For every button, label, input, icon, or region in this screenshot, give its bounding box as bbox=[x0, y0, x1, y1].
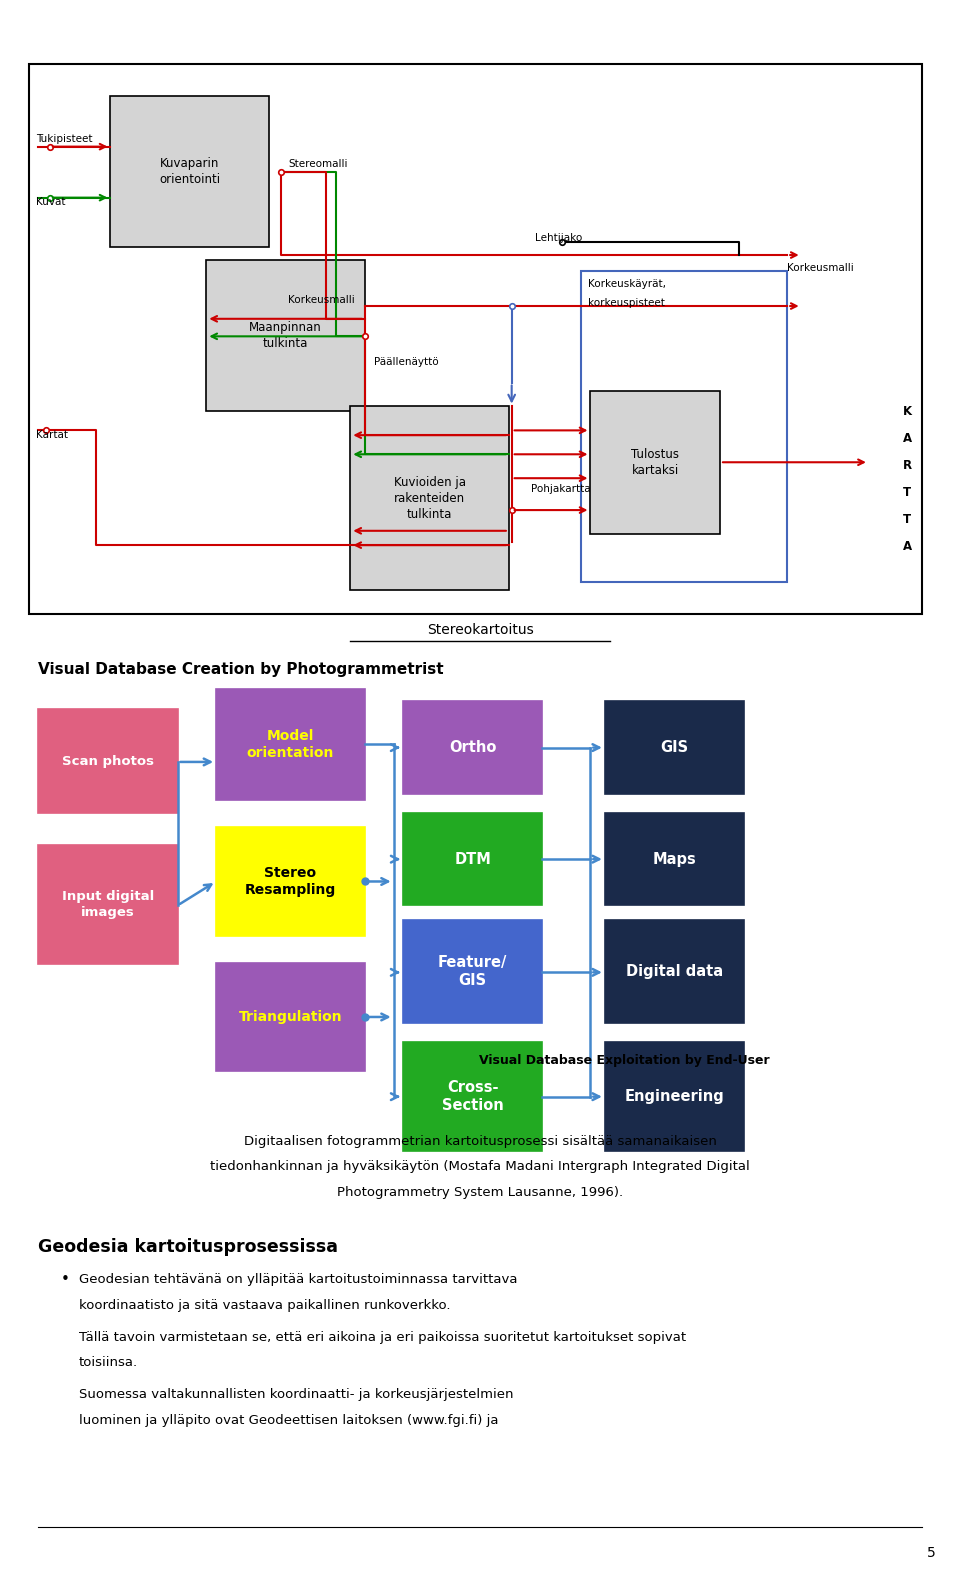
Bar bbox=[216, 827, 365, 936]
Text: Kartat: Kartat bbox=[36, 430, 68, 440]
Text: K: K bbox=[902, 405, 912, 418]
Bar bbox=[605, 813, 744, 905]
Text: T: T bbox=[903, 486, 911, 499]
Text: Feature/
GIS: Feature/ GIS bbox=[438, 955, 508, 988]
Text: Geodesian tehtävänä on ylläpitää kartoitustoiminnassa tarvittava: Geodesian tehtävänä on ylläpitää kartoit… bbox=[79, 1274, 517, 1286]
Text: Model
orientation: Model orientation bbox=[247, 728, 334, 760]
Text: Digitaalisen fotogrammetrian kartoitusprosessi sisältää samanaikaisen: Digitaalisen fotogrammetrian kartoituspr… bbox=[244, 1135, 716, 1148]
Text: Korkeusmalli: Korkeusmalli bbox=[787, 263, 854, 273]
Text: Korkeuskäyrät,: Korkeuskäyrät, bbox=[588, 279, 665, 289]
Text: Suomessa valtakunnallisten koordinaatti- ja korkeusjärjestelmien: Suomessa valtakunnallisten koordinaatti-… bbox=[79, 1388, 514, 1401]
Bar bbox=[403, 920, 542, 1023]
Bar bbox=[38, 845, 178, 964]
Text: •: • bbox=[60, 1272, 69, 1288]
Text: A: A bbox=[902, 432, 912, 445]
Bar bbox=[350, 406, 509, 590]
Text: Engineering: Engineering bbox=[625, 1089, 724, 1105]
Text: Kuvioiden ja
rakenteiden
tulkinta: Kuvioiden ja rakenteiden tulkinta bbox=[394, 475, 466, 521]
Text: Maanpinnan
tulkinta: Maanpinnan tulkinta bbox=[250, 320, 322, 351]
Text: luominen ja ylläpito ovat Geodeettisen laitoksen (www.fgi.fi) ja: luominen ja ylläpito ovat Geodeettisen l… bbox=[79, 1414, 498, 1427]
Bar bbox=[110, 96, 269, 247]
Text: Geodesia kartoitusprosessissa: Geodesia kartoitusprosessissa bbox=[38, 1237, 338, 1256]
Bar bbox=[403, 813, 542, 905]
Bar bbox=[605, 701, 744, 794]
Bar bbox=[590, 391, 720, 534]
Text: Stereomalli: Stereomalli bbox=[288, 159, 348, 169]
Bar bbox=[216, 689, 365, 800]
Text: koordinaatisto ja sitä vastaava paikallinen runkoverkko.: koordinaatisto ja sitä vastaava paikalli… bbox=[79, 1299, 450, 1312]
Bar bbox=[581, 271, 787, 582]
Text: 5: 5 bbox=[926, 1546, 936, 1559]
Text: T: T bbox=[903, 513, 911, 526]
Bar bbox=[605, 1042, 744, 1151]
Text: Päällenäyttö: Päällenäyttö bbox=[374, 357, 439, 367]
Text: Visual Database Exploitation by End-User: Visual Database Exploitation by End-User bbox=[479, 1054, 769, 1066]
Text: toisiinsa.: toisiinsa. bbox=[79, 1356, 138, 1369]
Text: Photogrammetry System Lausanne, 1996).: Photogrammetry System Lausanne, 1996). bbox=[337, 1186, 623, 1199]
Text: Scan photos: Scan photos bbox=[62, 754, 154, 768]
Text: Tulostus
kartaksi: Tulostus kartaksi bbox=[632, 448, 680, 477]
Text: Tukipisteet: Tukipisteet bbox=[36, 134, 93, 143]
Bar bbox=[403, 701, 542, 794]
Text: Cross-
Section: Cross- Section bbox=[442, 1079, 504, 1114]
Bar bbox=[403, 1042, 542, 1151]
Text: Stereokartoitus: Stereokartoitus bbox=[426, 623, 534, 636]
Text: R: R bbox=[902, 459, 912, 472]
Bar bbox=[29, 64, 922, 614]
Text: Lehtijako: Lehtijako bbox=[535, 233, 582, 242]
Bar bbox=[206, 260, 365, 411]
Text: korkeuspisteet: korkeuspisteet bbox=[588, 298, 664, 308]
Text: Maps: Maps bbox=[653, 851, 696, 867]
Text: Digital data: Digital data bbox=[626, 964, 723, 979]
Text: Triangulation: Triangulation bbox=[239, 1011, 342, 1023]
Text: Pohjakartta: Pohjakartta bbox=[531, 485, 590, 494]
Text: Stereo
Resampling: Stereo Resampling bbox=[245, 866, 336, 897]
Text: GIS: GIS bbox=[660, 740, 688, 756]
Text: Tällä tavoin varmistetaan se, että eri aikoina ja eri paikoissa suoritetut karto: Tällä tavoin varmistetaan se, että eri a… bbox=[79, 1331, 685, 1344]
Text: Kuvat: Kuvat bbox=[36, 198, 66, 207]
Text: Ortho: Ortho bbox=[449, 740, 496, 756]
Text: tiedonhankinnan ja hyväksikäytön (Mostafa Madani Intergraph Integrated Digital: tiedonhankinnan ja hyväksikäytön (Mostaf… bbox=[210, 1160, 750, 1173]
Text: Visual Database Creation by Photogrammetrist: Visual Database Creation by Photogrammet… bbox=[38, 662, 444, 677]
Text: A: A bbox=[902, 540, 912, 553]
Bar bbox=[38, 709, 178, 813]
Text: DTM: DTM bbox=[454, 851, 492, 867]
Text: Korkeusmalli: Korkeusmalli bbox=[288, 295, 355, 304]
Bar bbox=[605, 920, 744, 1023]
Bar bbox=[216, 963, 365, 1071]
Text: Input digital
images: Input digital images bbox=[61, 889, 155, 920]
Text: Kuvaparin
orientointi: Kuvaparin orientointi bbox=[159, 156, 220, 186]
